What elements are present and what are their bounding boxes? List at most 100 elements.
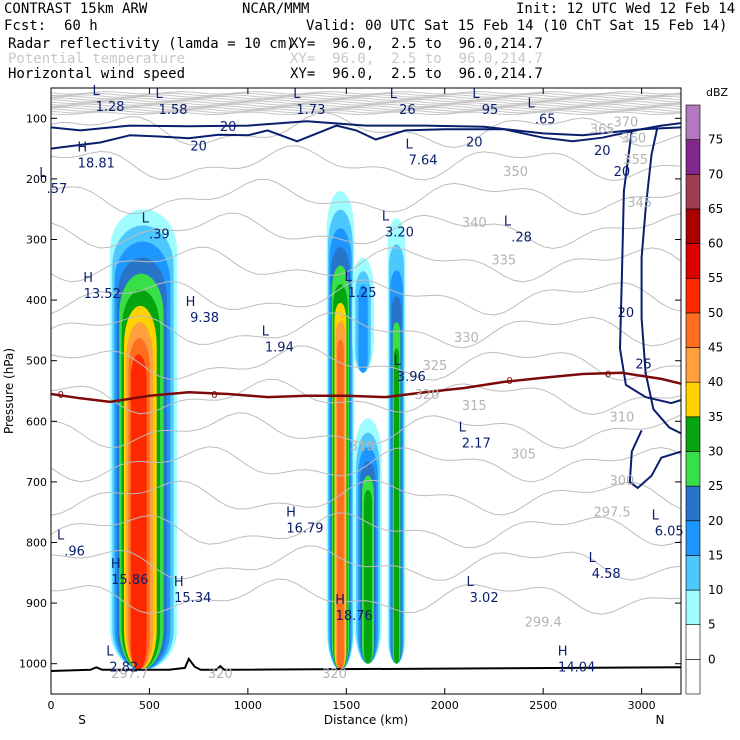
wind-extremum-value: 3.96	[397, 370, 426, 385]
wind-extremum-value: 18.76	[336, 609, 373, 624]
wind-extremum-type: H	[558, 645, 568, 660]
theta-line-upper	[51, 95, 681, 100]
wind-label: 20	[190, 140, 207, 155]
theta-label: 320	[322, 667, 347, 682]
wind-label: 20	[220, 120, 237, 135]
wind-extremum-type: H	[77, 141, 87, 156]
colorbar-swatch	[685, 451, 701, 487]
wind-line	[51, 124, 681, 150]
wind-extremum-value: .57	[47, 182, 68, 197]
plot-frame	[50, 87, 682, 695]
wind-extremum-value: 3.20	[385, 226, 414, 241]
theta-label: 325	[422, 359, 447, 374]
theta-label: 320	[415, 388, 440, 403]
field-name-theta: Potential temperature	[8, 51, 186, 67]
wind-extremum-value: 2.17	[462, 436, 491, 451]
y-tick-label: 800	[26, 537, 47, 550]
wind-line	[618, 130, 681, 405]
theta-label: 340	[462, 216, 487, 231]
wind-extremum-value: 15.86	[111, 573, 148, 588]
theta-line-upper	[51, 106, 681, 111]
wind-extremum-type: H	[186, 295, 196, 310]
wind-extremum-value: 1.58	[159, 103, 188, 118]
theta-line-upper	[51, 111, 681, 116]
colorbar-swatch	[685, 381, 701, 418]
wind-line	[628, 429, 681, 490]
freezing-level-label: 0	[605, 369, 611, 380]
reflectivity-band	[358, 284, 368, 373]
y-tick-label: 400	[26, 294, 47, 307]
wind-extremum-type: L	[528, 96, 536, 111]
wind-extremum-type: H	[174, 575, 184, 590]
y-tick-label: 300	[26, 234, 47, 247]
x-end-label-right: N	[656, 713, 665, 727]
chart-title: CONTRAST 15km ARW	[4, 1, 148, 17]
colorbar-tick-label: 50	[708, 306, 723, 320]
x-tick-label: 0	[48, 699, 55, 712]
wind-extremum-value: 16.79	[286, 521, 323, 536]
theta-line	[51, 178, 681, 216]
theta-label: 320	[208, 667, 233, 682]
colorbar-swatch	[685, 243, 701, 279]
colorbar-tick-label: 15	[708, 548, 723, 562]
theta-contours	[51, 91, 681, 615]
theta-line-upper	[51, 98, 681, 103]
wind-extremum-value: 4.58	[592, 567, 621, 582]
wind-extremum-type: H	[111, 557, 121, 572]
theta-line-upper	[51, 109, 681, 114]
wind-extremum-type: L	[142, 211, 150, 226]
terrain	[51, 656, 681, 672]
reflectivity-band	[130, 354, 147, 670]
theta-label: 330	[454, 331, 479, 346]
x-tick-label: 2000	[431, 699, 459, 712]
wind-extremum-value: 15.34	[174, 591, 211, 606]
colorbar: dBZ 0 5 10 15 20 25 30 35 40 45 50 55 60 65 70 75	[685, 86, 729, 695]
field-xy-theta: XY= 96.0, 2.5 to 96.0,214.7	[290, 51, 543, 67]
reflectivity-band	[393, 348, 400, 664]
wind-extremum-value: .65	[535, 112, 556, 127]
theta-line	[51, 578, 681, 615]
wind-extremum-type: L	[382, 210, 390, 225]
y-tick-label: 600	[26, 415, 47, 428]
wind-extremum-value: 3.02	[470, 591, 499, 606]
colorbar-tick-label: 75	[708, 133, 723, 147]
wind-extremum-type: L	[344, 270, 352, 285]
colorbar-tick-label: 60	[708, 237, 723, 251]
theta-label: 365	[590, 123, 615, 138]
y-tick-label: 900	[26, 597, 47, 610]
colorbar-tick-label: 45	[708, 341, 723, 355]
colorbar-swatch	[685, 208, 701, 244]
wind-extremum-value: 1.28	[96, 100, 125, 115]
theta-line	[51, 145, 681, 182]
wind-extremum-value: 9.38	[190, 311, 219, 326]
colorbar-swatch	[685, 520, 701, 556]
theta-line	[51, 246, 681, 283]
reflectivity-band	[337, 339, 344, 670]
wind-extremum-type: H	[83, 271, 93, 286]
theta-line	[51, 345, 681, 381]
theta-label: 355	[623, 153, 648, 168]
valid-time: Valid: 00 UTC Sat 15 Feb 14 (10 ChT Sat …	[306, 18, 728, 34]
theta-line	[51, 545, 681, 581]
wind-extremum-type: L	[39, 166, 47, 181]
y-tick-label: 1000	[19, 658, 47, 671]
wind-extremum-type: H	[335, 593, 345, 608]
wind-extremum-value: 1.73	[296, 103, 325, 118]
wind-label: 20	[614, 165, 631, 180]
wind-extremum-value: 14.04	[558, 661, 595, 676]
terrain-line	[51, 656, 681, 672]
x-tick-label: 2500	[529, 699, 557, 712]
org-label: NCAR/MMM	[242, 1, 310, 17]
theta-label: 345	[627, 196, 652, 211]
colorbar-tick-label: 35	[708, 410, 723, 424]
colorbar-swatch	[685, 589, 701, 626]
wind-extremum-type: L	[652, 508, 660, 523]
theta-label: 297.5	[593, 506, 630, 521]
theta-line	[51, 378, 681, 416]
colorbar-tick-label: 25	[708, 479, 723, 493]
theta-label: 300	[610, 474, 635, 489]
x-end-label-left: S	[78, 713, 86, 727]
y-tick-label: 200	[26, 173, 47, 186]
theta-line	[51, 512, 681, 549]
colorbar-swatch	[685, 277, 701, 314]
